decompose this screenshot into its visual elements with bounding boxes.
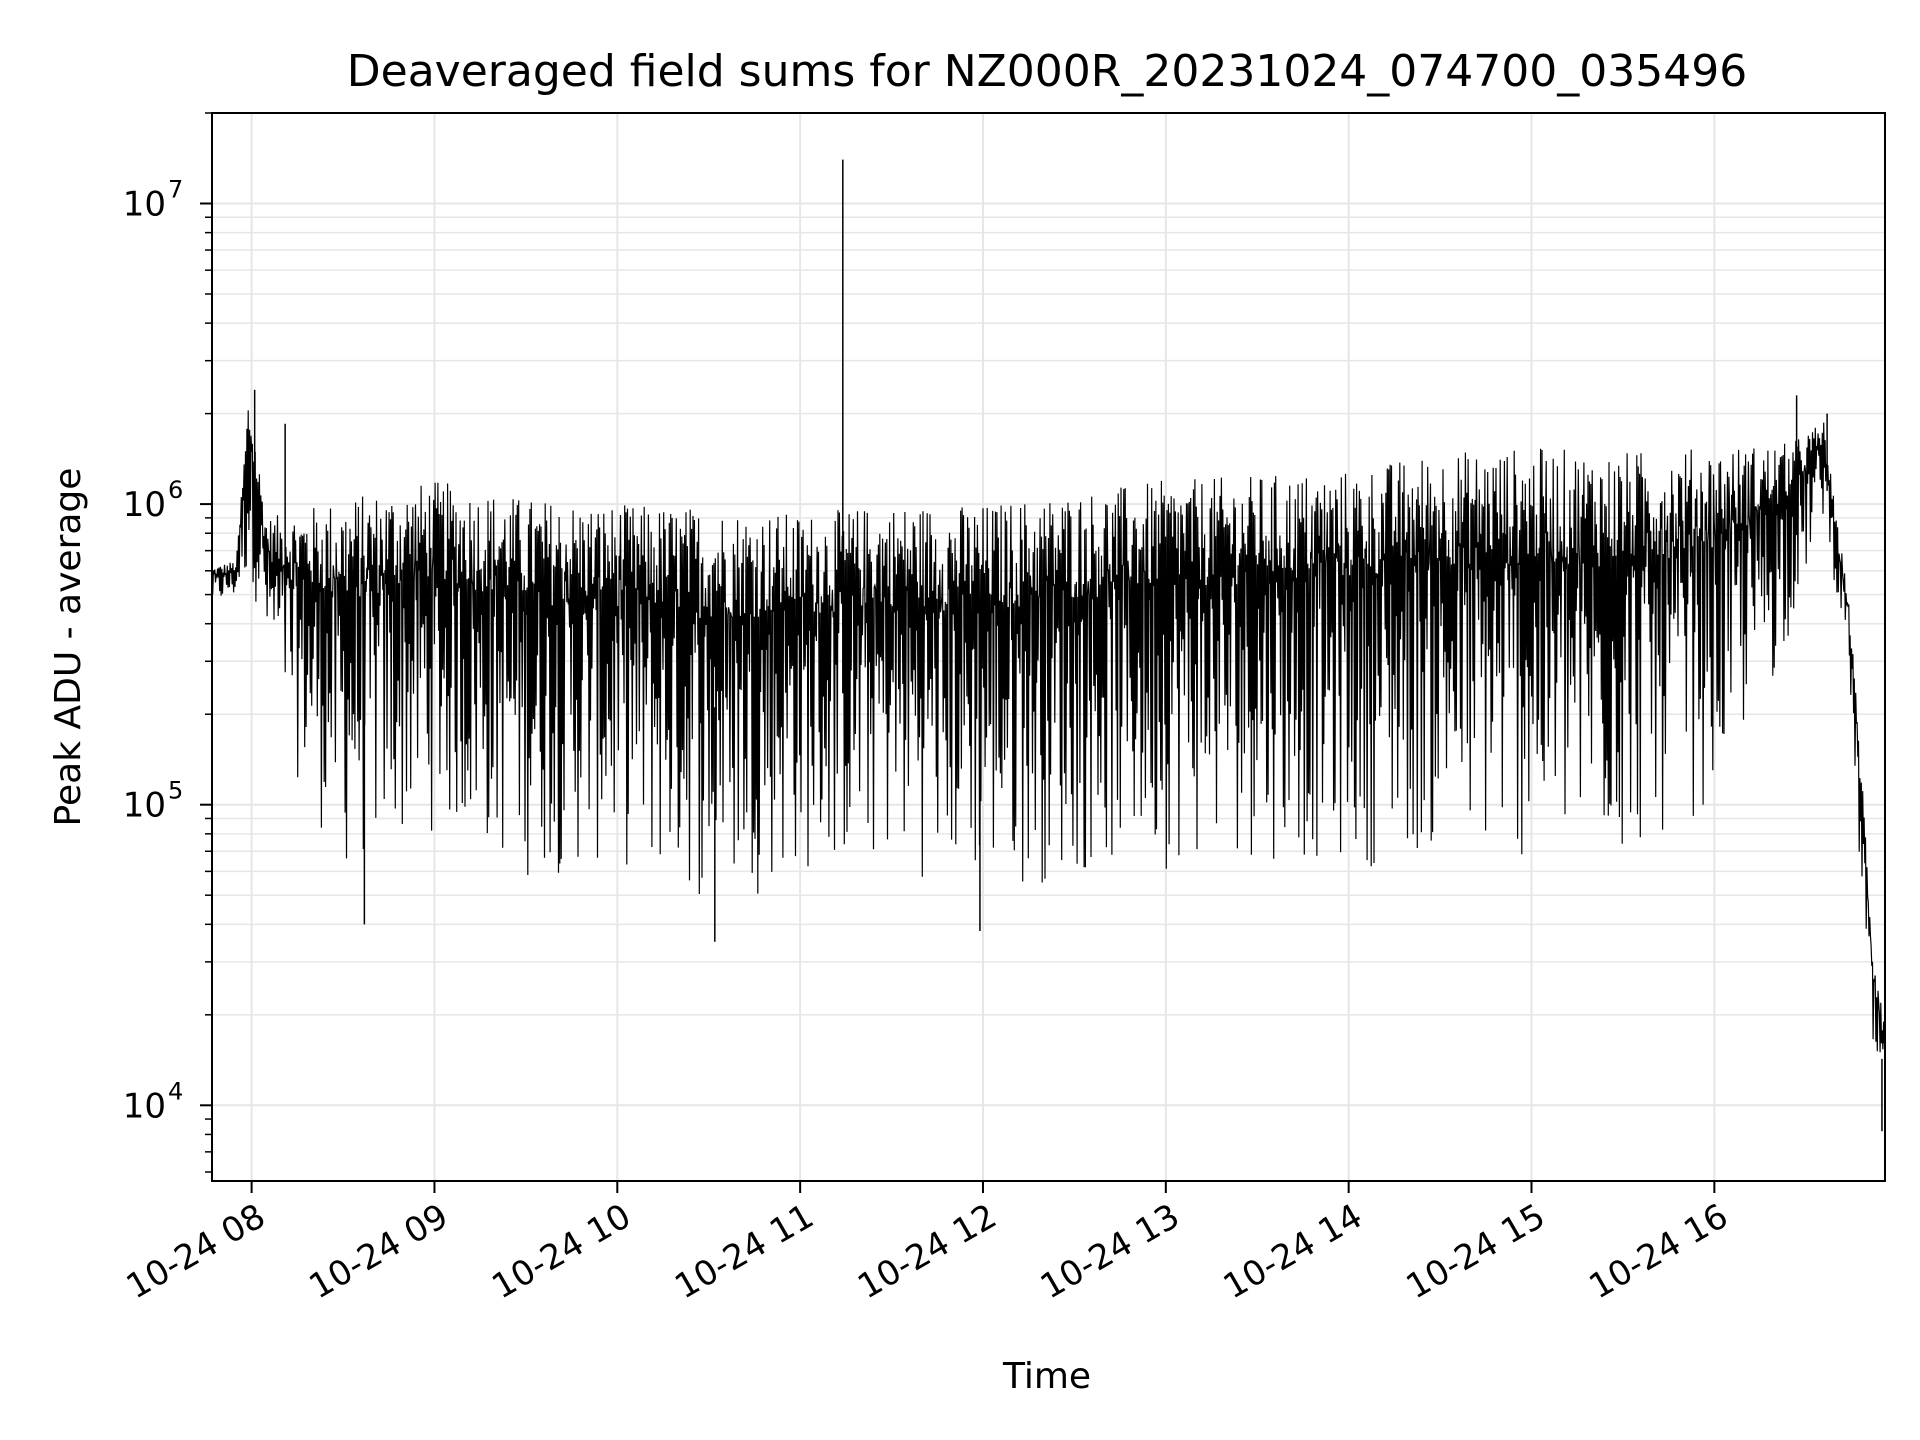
chart-title: Deaveraged field sums for NZ000R_2023102…	[347, 46, 1747, 97]
plot-frame	[211, 112, 1886, 1182]
y-tick-label: 10	[123, 786, 166, 826]
y-tick-exponent: 7	[168, 175, 183, 203]
y-tick-exponent: 4	[168, 1077, 183, 1105]
x-tick-label: 10-24 14	[1217, 1196, 1369, 1307]
x-tick-label: 10-24 11	[668, 1196, 820, 1307]
x-tick-label: 10-24 09	[303, 1196, 455, 1307]
y-tick-label: 10	[123, 485, 166, 525]
y-tick-exponent: 5	[168, 777, 183, 805]
y-axis-label: Peak ADU - average	[48, 468, 89, 827]
x-axis-label: Time	[1002, 1356, 1091, 1397]
x-axis: 10-24 08 10-24 09 10-24 10 10-24 11 10-24 12…	[120, 1181, 1735, 1307]
x-tick-label: 10-24 10	[485, 1196, 637, 1307]
x-tick-label: 10-24 12	[851, 1196, 1003, 1307]
series-trace	[211, 159, 1886, 1132]
x-tick-label: 10-24 15	[1400, 1196, 1552, 1307]
x-tick-label: 10-24 16	[1582, 1196, 1734, 1307]
y-tick-label: 10	[123, 184, 166, 224]
y-tick-exponent: 6	[168, 476, 183, 504]
x-tick-label: 10-24 13	[1034, 1196, 1186, 1307]
x-tick-label: 10-24 08	[120, 1196, 272, 1307]
y-tick-label: 10	[123, 1086, 166, 1126]
series-line	[211, 410, 1886, 1053]
